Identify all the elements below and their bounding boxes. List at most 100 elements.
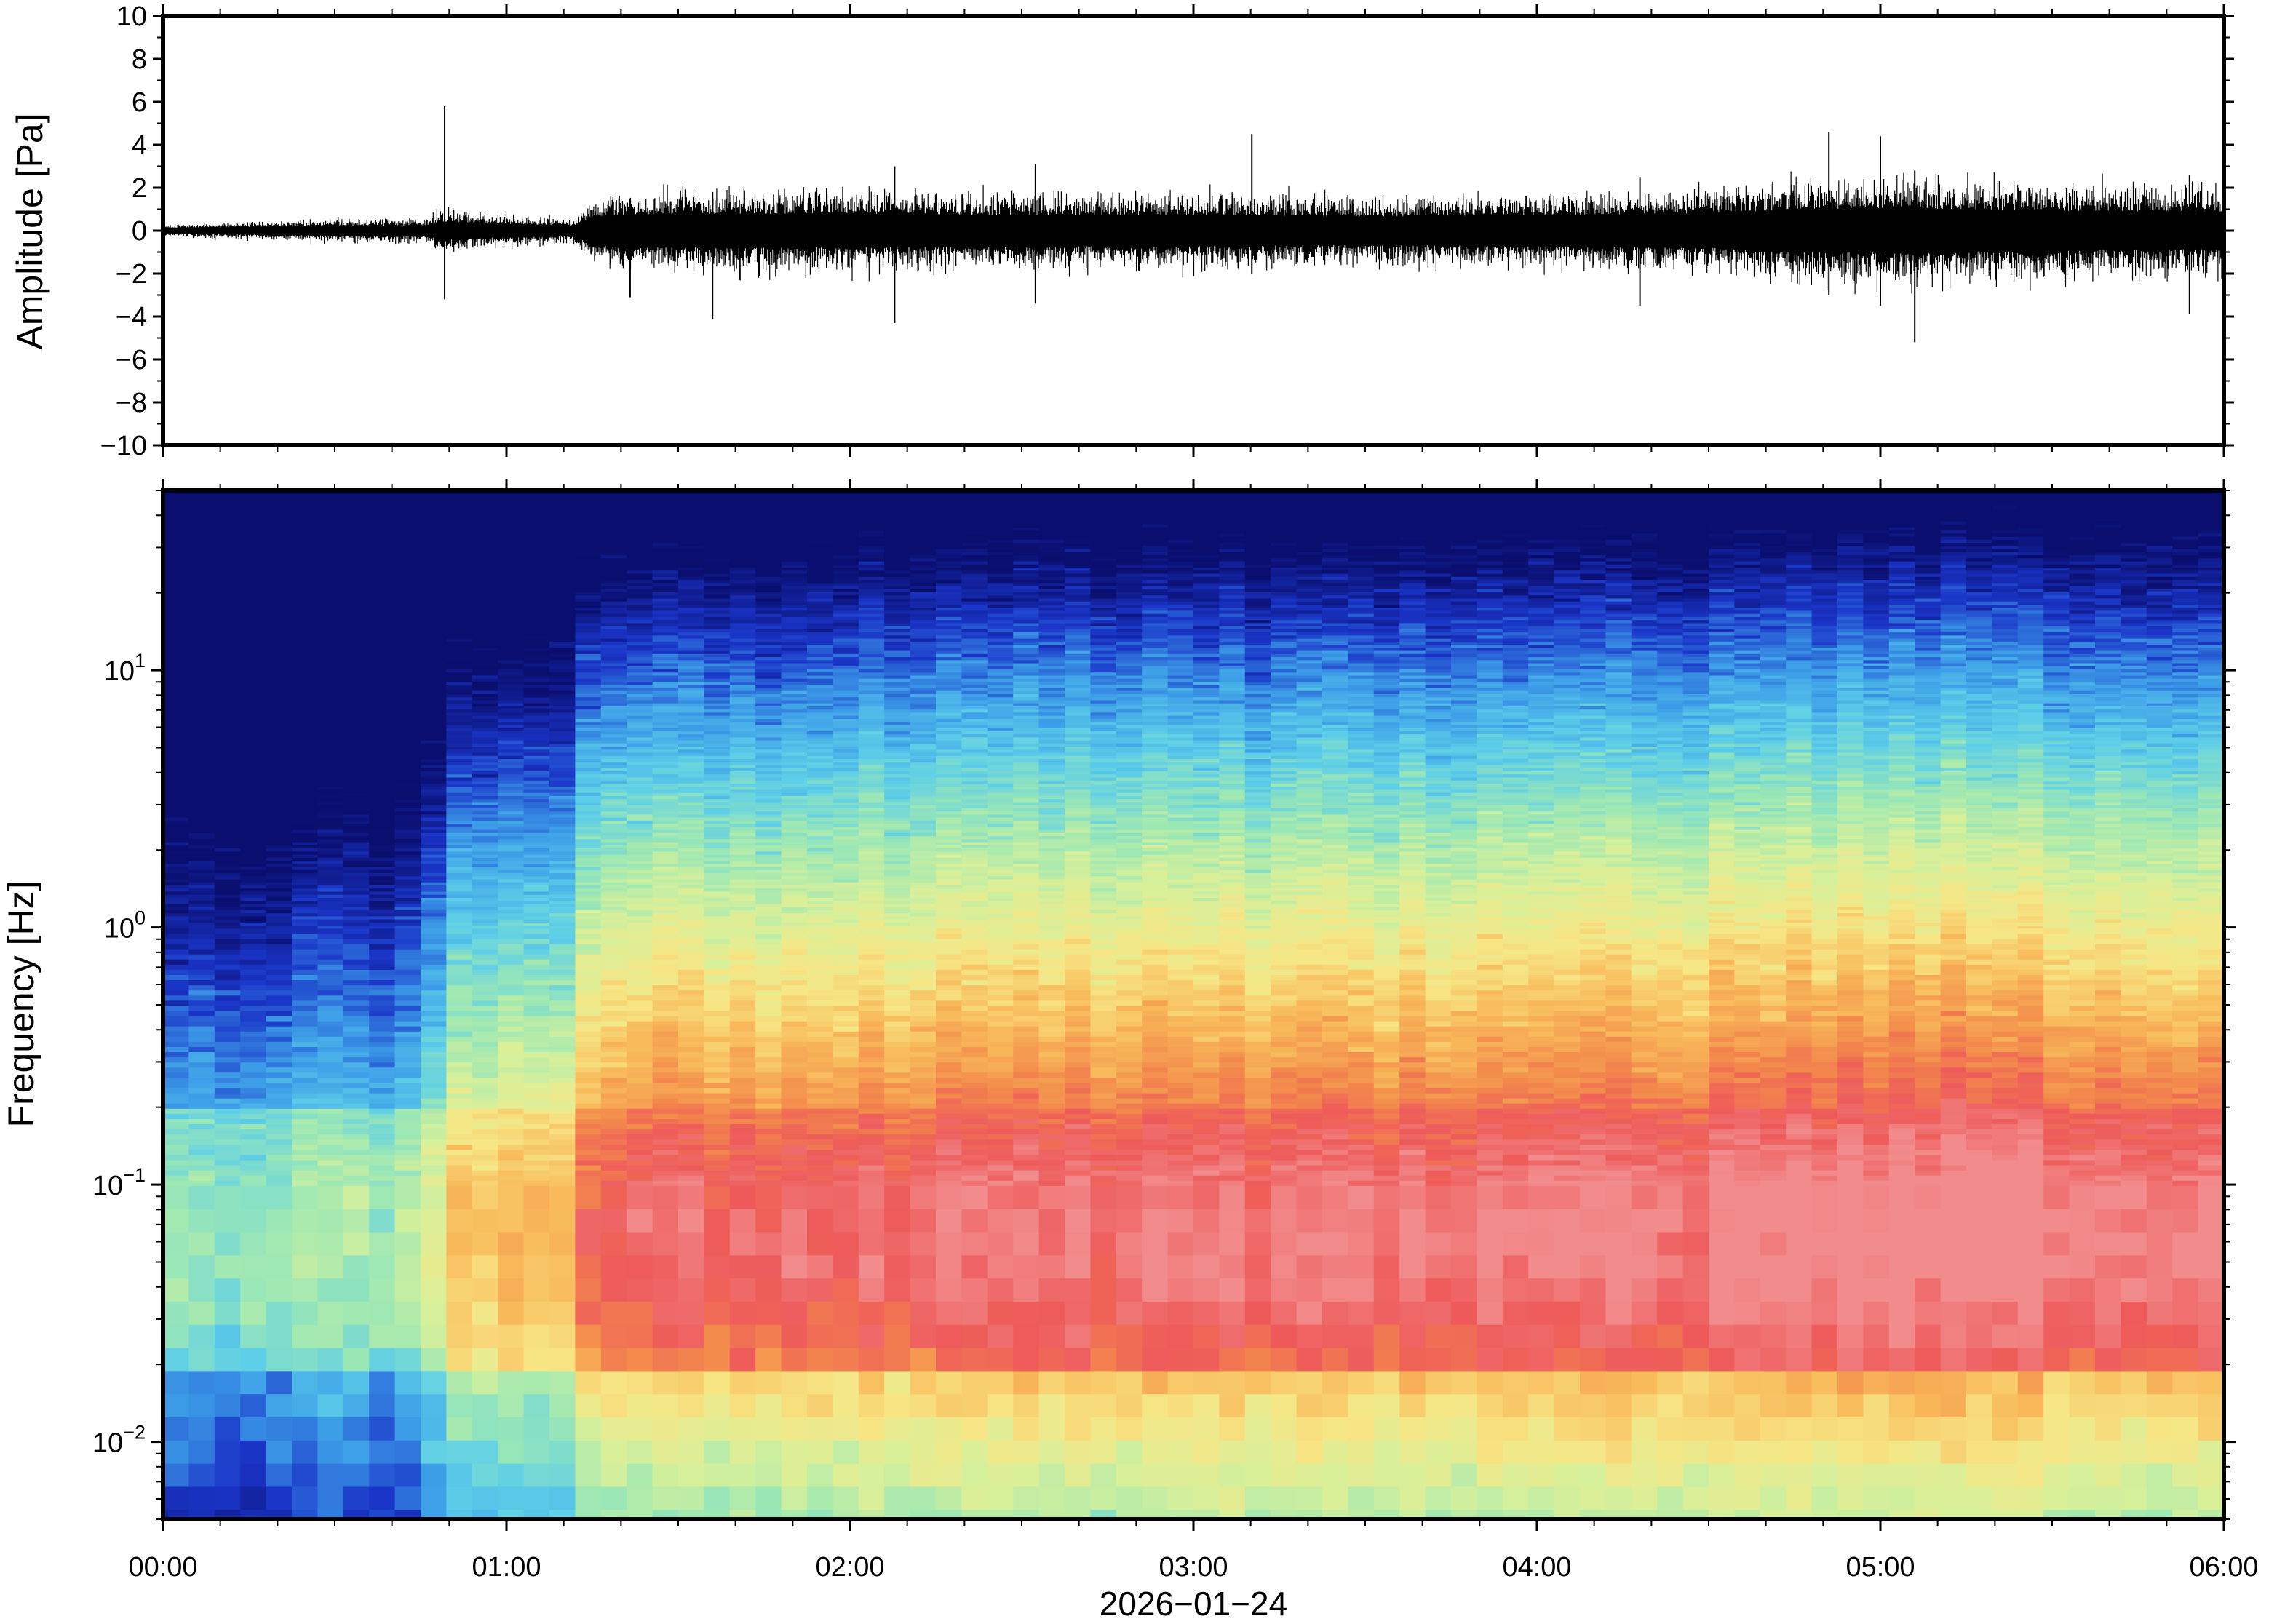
spectrogram-cell	[266, 663, 293, 667]
spectrogram-cell	[188, 974, 215, 981]
spectrogram-cell	[421, 1139, 448, 1146]
spectrogram-cell	[343, 543, 370, 547]
spectrogram-cell	[369, 814, 396, 819]
spectrogram-cell	[343, 663, 370, 667]
spectrogram-cell	[214, 568, 241, 572]
spectrogram-cell	[704, 1324, 731, 1349]
spectrogram-cell	[317, 669, 344, 674]
spectrogram-cell	[240, 907, 267, 911]
spectrogram-cell	[343, 496, 370, 501]
spectrogram-cell	[498, 974, 525, 981]
spectrogram-cell	[266, 783, 293, 788]
spectrogram-cell	[421, 969, 448, 976]
spectrogram-cell	[446, 939, 473, 945]
spectrogram-cell	[369, 1031, 396, 1038]
spectrogram-cell	[343, 533, 370, 538]
spectrogram-cell	[343, 712, 370, 717]
spectrogram-cell	[369, 817, 396, 821]
spectrogram-cell	[343, 1150, 370, 1156]
spectrogram-cell	[421, 539, 448, 544]
spectrogram-cell	[240, 555, 267, 560]
spectrogram-cell	[214, 1083, 241, 1089]
spectrogram-cell	[523, 1026, 550, 1032]
spectrogram-cell	[446, 959, 473, 966]
spectrogram-cell	[292, 916, 319, 920]
spectrogram-cell	[163, 1083, 190, 1089]
spectrogram-cell	[163, 514, 190, 519]
spectrogram-cell	[240, 527, 267, 531]
spectrogram-cell	[292, 1145, 319, 1151]
spectrogram-cell	[369, 1232, 396, 1257]
spectrogram-cell	[369, 901, 396, 905]
spectrogram-cell	[627, 1348, 653, 1372]
spectrogram-cell	[317, 845, 344, 849]
spectrogram-cell	[292, 1072, 319, 1079]
spectrogram-cell	[369, 795, 396, 800]
spectrogram-cell	[292, 774, 319, 779]
spectrogram-cell	[369, 832, 396, 837]
spectrogram-cell	[214, 1103, 241, 1110]
spectrogram-cell	[188, 521, 215, 525]
spectrogram-cell	[317, 922, 344, 926]
spectrogram-cell	[369, 771, 396, 776]
spectrogram-cell	[163, 536, 190, 541]
spectrogram-cell	[369, 632, 396, 637]
spectrogram-cell	[394, 576, 421, 581]
spectrogram-cell	[369, 1175, 396, 1182]
spectrogram-cell	[394, 829, 421, 834]
spectrogram-cell	[369, 1036, 396, 1043]
spectrogram-cell	[394, 851, 421, 856]
spectrogram-cell	[704, 964, 731, 971]
spectrogram-cell	[317, 706, 344, 710]
spectrogram-cell	[343, 629, 370, 633]
spectrogram-cell	[343, 928, 370, 935]
spectrogram-cell	[343, 502, 370, 507]
spectrogram-cell	[343, 731, 370, 735]
spectrogram-cell	[188, 1486, 215, 1511]
spectrogram-cell	[394, 493, 421, 498]
spectrogram-cell	[188, 583, 215, 587]
spectrogram-cell	[343, 1088, 370, 1094]
spectrogram-cell	[240, 610, 267, 615]
spectrogram-cell	[292, 805, 319, 809]
spectrogram-cell	[394, 555, 421, 560]
spectrogram-cell	[317, 623, 344, 627]
spectrogram-cell	[317, 749, 344, 754]
spectrogram-cell	[652, 1180, 679, 1187]
spectrogram-cell	[343, 1417, 370, 1441]
spectrogram-cell	[214, 690, 241, 695]
spectrogram-cell	[498, 1134, 525, 1141]
spectrogram-cell	[446, 1209, 473, 1233]
spectrogram-cell	[188, 731, 215, 735]
spectrogram-cell	[240, 626, 267, 630]
spectrogram-cell	[729, 1139, 756, 1146]
spectrogram-cell	[292, 985, 319, 991]
spectrogram-cell	[163, 616, 190, 621]
spectrogram-cell	[369, 1145, 396, 1151]
spectrogram-cell	[163, 1129, 190, 1135]
spectrogram-cell	[394, 616, 421, 621]
spectrogram-cell	[600, 1031, 627, 1038]
spectrogram-cell	[240, 725, 267, 729]
spectrogram-cell	[394, 885, 421, 890]
spectrogram-cell	[343, 768, 370, 772]
spectrogram-cell	[214, 907, 241, 911]
spectrogram-cell	[523, 1232, 550, 1257]
spectrogram-cell	[240, 854, 267, 859]
spectrogram-cell	[266, 715, 293, 720]
spectrogram-cell	[266, 765, 293, 769]
spectrogram-cell	[188, 1324, 215, 1349]
spectrogram-cell	[266, 1072, 293, 1079]
spectrogram-cell	[266, 1510, 293, 1519]
spectrogram-cell	[472, 1052, 498, 1058]
spectrogram-cell	[343, 546, 370, 550]
spectrogram-cell	[729, 1486, 756, 1511]
spectrogram-cell	[317, 657, 344, 661]
spectrogram-cell	[549, 1255, 576, 1279]
spectrogram-cell	[600, 1026, 627, 1032]
spectrogram-cell	[369, 1160, 396, 1166]
spectrogram-cell	[266, 1180, 293, 1187]
spectrogram-cell	[421, 608, 448, 612]
spectrogram-cell	[240, 752, 267, 757]
spectrogram-cell	[421, 499, 448, 503]
